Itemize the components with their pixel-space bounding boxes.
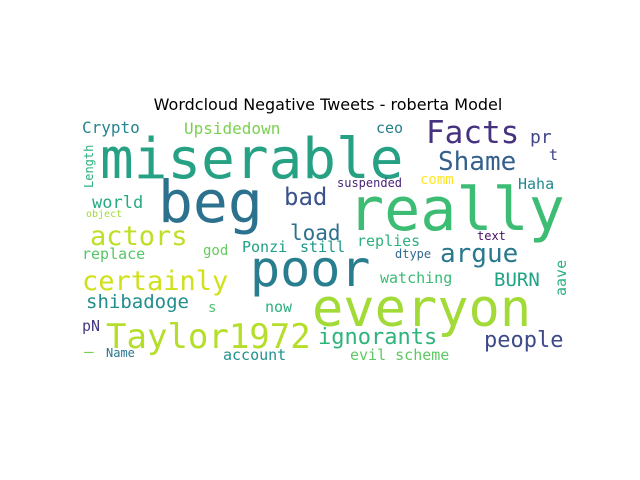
word-13: ignorants (318, 325, 437, 350)
word-16: BURN (494, 269, 540, 291)
word-17: Crypto (82, 118, 140, 137)
word-27: text (477, 229, 506, 243)
word-38: pN (82, 317, 100, 335)
word-2: really (348, 175, 565, 245)
word-28: god (203, 243, 228, 259)
word-32: watching (380, 269, 452, 287)
word-39: dtype (395, 247, 431, 261)
word-29: Ponzi (242, 238, 287, 256)
word-7: Shame (438, 147, 516, 177)
word-5: Taylor1972 (106, 317, 311, 357)
word-21: t (549, 146, 558, 164)
chart-title: Wordcloud Negative Tweets - roberta Mode… (154, 95, 503, 114)
word-19: ceo (376, 119, 403, 137)
word-34: Length (82, 145, 96, 188)
word-31: replace (82, 245, 145, 263)
word-0: miserable (100, 127, 403, 192)
word-9: actors (90, 221, 188, 252)
word-8: argue (440, 239, 518, 269)
word-24: suspended (337, 176, 402, 190)
word-30: still (300, 238, 345, 256)
word-26: replies (357, 232, 420, 250)
word-43: — (84, 342, 94, 361)
word-35: object (86, 209, 122, 220)
word-15: shibadoge (86, 291, 189, 313)
word-25: world (92, 193, 143, 213)
word-36: s (208, 300, 216, 316)
word-37: now (265, 298, 293, 316)
word-23: comm (420, 172, 454, 188)
word-20: pr (530, 127, 552, 148)
word-41: evil scheme (350, 346, 449, 364)
word-42: Name (106, 346, 135, 360)
word-40: account (223, 346, 286, 364)
word-6: Facts (426, 115, 519, 151)
word-4: everyon (312, 279, 531, 339)
word-22: Haha (518, 175, 554, 193)
word-3: poor (250, 240, 370, 298)
word-18: Upsidedown (184, 119, 280, 138)
word-14: people (484, 328, 563, 353)
word-12: load (290, 221, 341, 245)
word-11: bad (284, 183, 327, 211)
word-1: beg (158, 168, 263, 236)
word-33: aave (552, 260, 570, 296)
word-10: certainly (82, 266, 228, 297)
